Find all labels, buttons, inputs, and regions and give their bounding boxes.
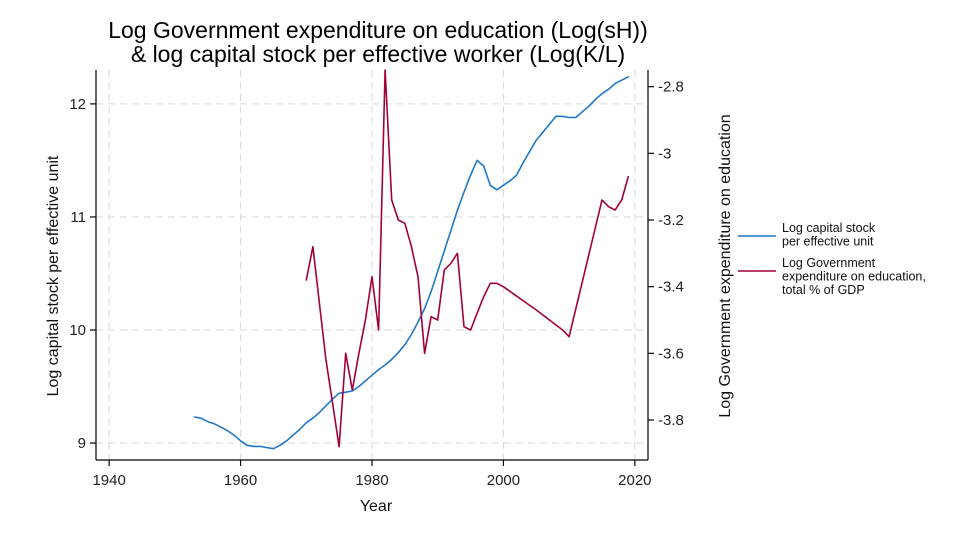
legend-label: expenditure on education, [782, 270, 926, 284]
right-y-tick-label: -3.2 [658, 212, 684, 229]
legend-label: total % of GDP [782, 283, 865, 297]
chart-title-line-2: & log capital stock per effective worker… [131, 41, 625, 67]
chart-title: Log Government expenditure on education … [108, 17, 648, 67]
legend-label: per effective unit [782, 235, 874, 249]
left-y-tick-label: 10 [69, 322, 86, 339]
right-y-tick-label: -2.8 [658, 79, 684, 96]
x-tick-label: 1960 [224, 472, 257, 489]
x-tick-label: 1940 [92, 472, 125, 489]
left-y-tick-label: 11 [70, 209, 86, 226]
right-y-tick-label: -3.6 [658, 345, 684, 362]
right-y-axis-title: Log Government expenditure on education [717, 114, 734, 417]
series-layer [193, 69, 630, 450]
x-axis-title: Year [360, 498, 393, 515]
right-y-tick-label: -3.4 [658, 279, 684, 296]
gridlines [96, 70, 648, 460]
left-y-tick-label: 12 [69, 96, 86, 113]
left-y-axis-title: Log capital stock per effective unit [45, 155, 62, 396]
series-line-education-expenditure [305, 69, 630, 448]
x-tick-label: 2020 [618, 472, 651, 489]
right-y-tick-label: -3 [658, 145, 671, 162]
series-line-capital-stock [193, 76, 630, 450]
chart-title-line-1: Log Government expenditure on education … [108, 17, 648, 43]
x-tick-label: 2000 [487, 472, 520, 489]
tick-labels: 1940 1960 1980 2000 2020 9 10 11 12 -3.8 -3.6 -3.4 -… [69, 79, 684, 489]
right-y-tick-label: -3.8 [658, 412, 684, 429]
left-y-tick-label: 9 [78, 435, 86, 452]
x-tick-label: 1980 [355, 472, 388, 489]
legend-label: Log Government [782, 256, 876, 270]
legend-label: Log capital stock [782, 221, 876, 235]
